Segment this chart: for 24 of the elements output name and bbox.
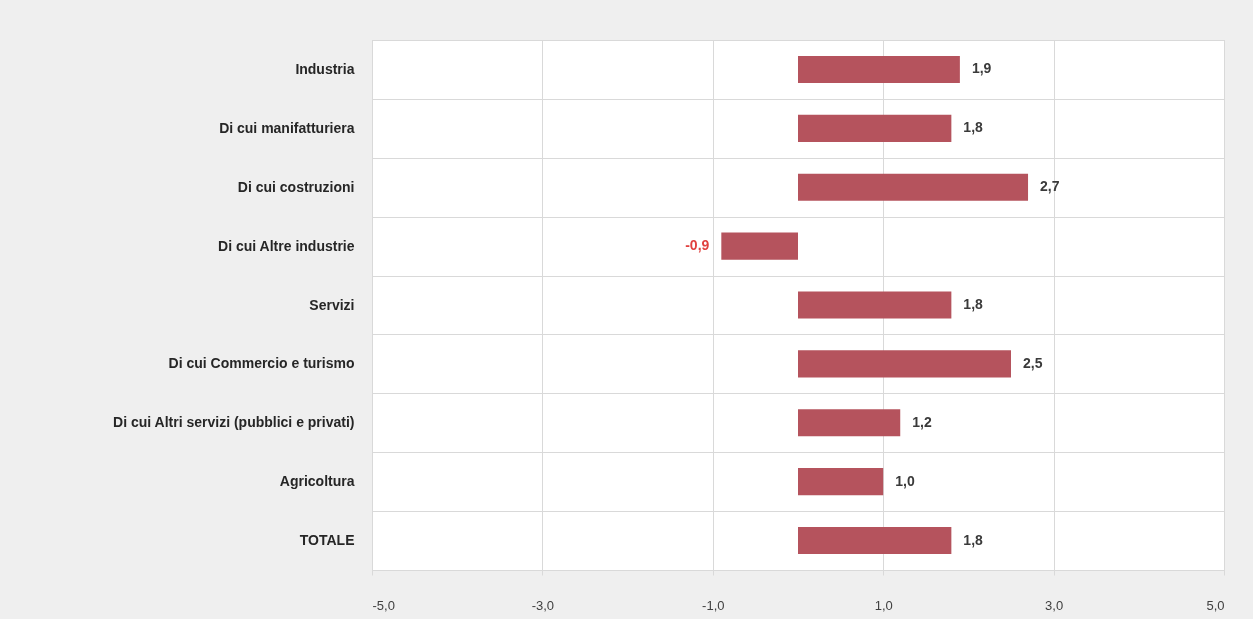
x-tick-label: 3,0 — [1045, 597, 1064, 613]
x-tick-label: 5,0 — [1206, 597, 1225, 613]
y-tick-label: Di cui Commercio e turismo — [168, 355, 355, 372]
y-tick-label: TOTALE — [299, 532, 355, 549]
data-label: 1,9 — [971, 60, 992, 77]
data-label: 1,8 — [963, 119, 984, 136]
x-tick-label: -3,0 — [531, 597, 555, 613]
data-label: 1,0 — [895, 472, 915, 489]
data-label: 1,2 — [912, 413, 932, 430]
data-label: -0,9 — [685, 237, 710, 254]
data-label: 1,8 — [963, 531, 984, 548]
y-tick-label: Di cui Altri servizi (pubblici e privati) — [113, 414, 355, 431]
x-tick-label: 1,0 — [874, 597, 893, 613]
y-tick-label: Agricoltura — [279, 473, 355, 490]
y-tick-label: Servizi — [309, 296, 355, 313]
y-tick-label: Di cui Altre industrie — [218, 237, 355, 254]
y-tick-label: Industria — [295, 60, 355, 77]
data-label: 2,7 — [1040, 178, 1060, 195]
y-tick-label: Di cui costruzioni — [237, 178, 355, 195]
data-label: 2,5 — [1023, 354, 1043, 371]
y-tick-label: Di cui manifatturiera — [219, 119, 355, 136]
x-tick-label: -1,0 — [702, 597, 725, 613]
data-label: 1,8 — [963, 296, 984, 312]
x-tick-label: -5,0 — [372, 597, 395, 613]
